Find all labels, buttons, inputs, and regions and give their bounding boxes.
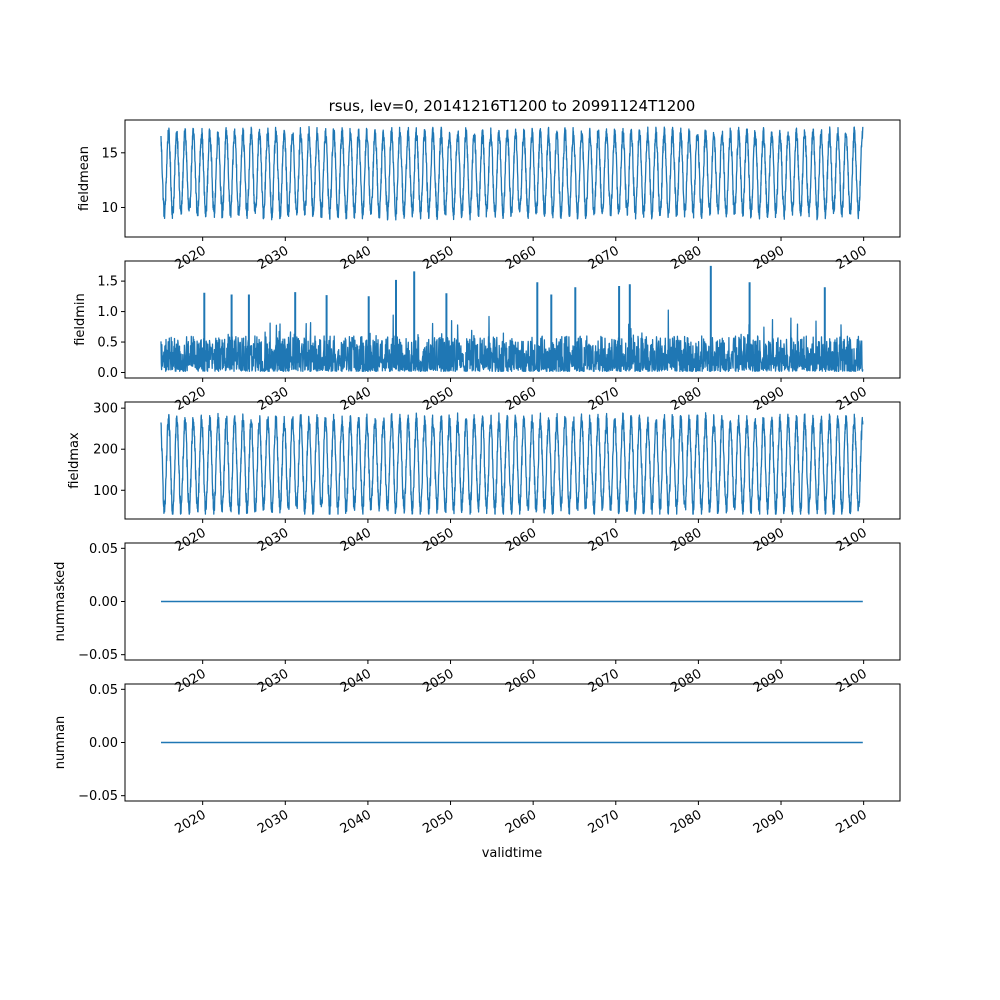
series-line-fieldmax (160, 412, 864, 515)
y-axis-label: fieldmin (73, 293, 88, 346)
series-line-fieldmean (160, 125, 864, 221)
y-tick-label: −0.05 (78, 648, 118, 663)
y-axis-label: fieldmean (77, 146, 92, 211)
figure-title: rsus, lev=0, 20141216T1200 to 20991124T1… (329, 97, 696, 115)
y-axis-label: numnan (53, 716, 68, 770)
y-tick-label: 0.00 (89, 595, 118, 610)
y-axis-label: nummasked (53, 562, 68, 642)
y-tick-label: 10 (101, 201, 118, 216)
y-tick-label: 300 (93, 402, 118, 417)
x-axis-label: validtime (482, 846, 543, 861)
y-tick-label: 15 (101, 146, 118, 161)
y-tick-label: 100 (93, 484, 118, 499)
axes-frame (124, 119, 901, 238)
series-line-fieldmin (160, 309, 864, 372)
y-tick-label: 0.0 (97, 366, 118, 381)
y-tick-label: −0.05 (78, 789, 118, 804)
y-tick-label: 0.00 (89, 736, 118, 751)
y-tick-label: 200 (93, 443, 118, 458)
y-tick-label: 0.05 (89, 683, 118, 698)
y-tick-label: 0.05 (89, 542, 118, 557)
y-tick-label: 0.5 (97, 336, 118, 351)
y-tick-label: 1.5 (97, 275, 118, 290)
y-axis-label: fieldmax (67, 432, 82, 489)
y-tick-label: 1.0 (97, 305, 118, 320)
